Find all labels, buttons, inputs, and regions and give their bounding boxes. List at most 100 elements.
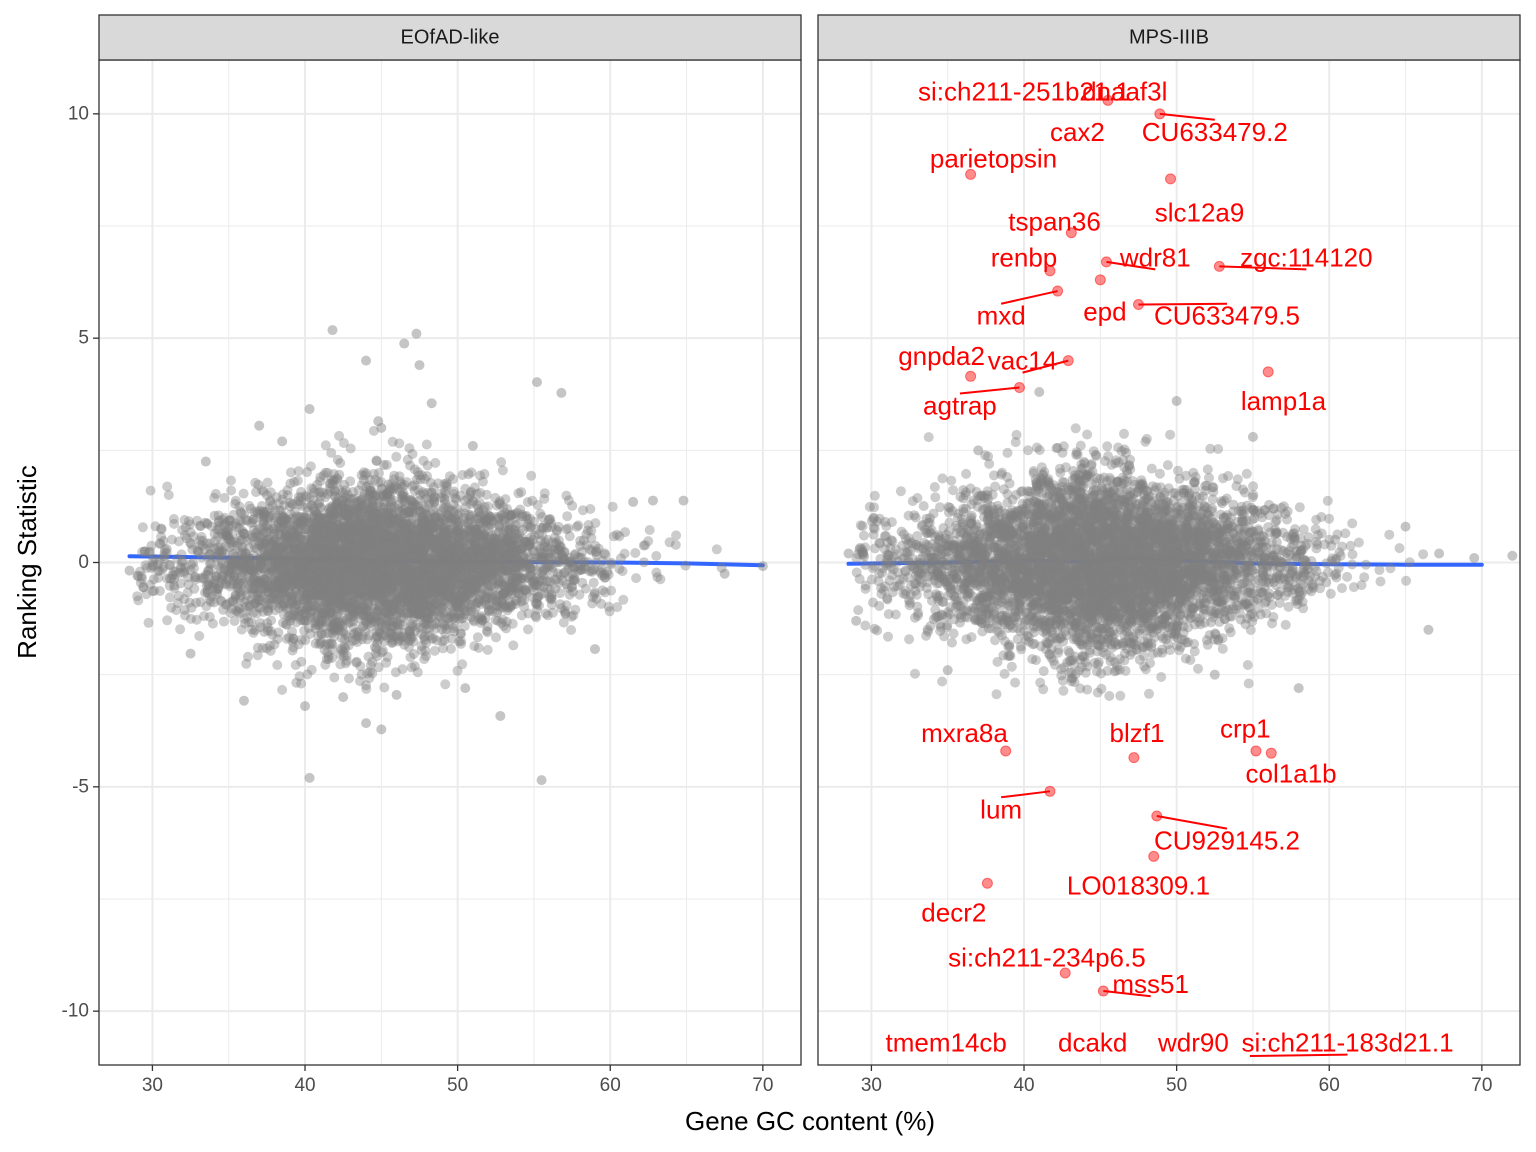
gene-point: [346, 532, 357, 543]
gene-point: [301, 491, 312, 502]
gene-point: [639, 557, 649, 568]
gene-point: [359, 584, 370, 595]
gene-point: [375, 550, 386, 561]
gene-point: [329, 508, 339, 519]
gene-point: [232, 574, 242, 585]
gene-point: [250, 528, 261, 539]
gene-point: [265, 487, 276, 498]
gene-point: [335, 577, 346, 588]
gene-point: [651, 567, 662, 578]
gene-point: [323, 522, 334, 533]
gene-point: [230, 593, 241, 604]
gene-point: [405, 495, 415, 506]
gene-point: [232, 583, 243, 594]
gene-point: [258, 556, 269, 567]
gene-point: [202, 585, 213, 596]
gene-point: [574, 589, 585, 600]
gene-point: [365, 538, 376, 549]
gene-point: [438, 572, 448, 583]
gene-point: [328, 546, 339, 557]
gene-point: [204, 611, 215, 622]
gene-point: [405, 652, 416, 663]
gene-point: [305, 592, 316, 603]
gene-point: [442, 509, 453, 520]
gene-point: [440, 494, 451, 505]
gene-point: [274, 554, 284, 565]
gene-point: [486, 548, 496, 559]
gene-point: [557, 554, 568, 565]
gene-point: [455, 545, 466, 556]
gene-point: [334, 578, 345, 589]
gene-point: [564, 589, 575, 600]
gene-point: [343, 540, 354, 551]
gene-point: [497, 465, 508, 476]
gene-point: [390, 536, 401, 547]
gene-point: [483, 545, 494, 555]
gene-point: [334, 430, 345, 441]
gene-point: [577, 577, 588, 588]
gene-point: [402, 454, 413, 465]
gene-point: [294, 499, 305, 510]
gene-point: [265, 496, 275, 507]
gene-point: [588, 577, 599, 588]
gene-point: [177, 525, 188, 535]
gene-point: [264, 503, 275, 514]
gene-point: [487, 588, 498, 599]
gene-point: [415, 592, 426, 603]
gene-point: [384, 573, 395, 584]
gene-point: [568, 586, 578, 597]
gene-point: [530, 610, 541, 621]
gene-point: [342, 504, 353, 515]
gene-point: [362, 571, 373, 582]
gene-point: [589, 589, 600, 600]
gene-point: [386, 479, 397, 490]
gene-point: [272, 585, 283, 596]
gene-point: [216, 573, 227, 584]
gene-point: [428, 528, 439, 538]
gene-point: [282, 485, 293, 496]
gene-point: [306, 664, 317, 675]
gene-point: [270, 553, 280, 564]
gene-point: [414, 622, 424, 633]
gene-point: [555, 570, 566, 581]
gene-point: [321, 575, 332, 586]
gene-point: [522, 537, 533, 548]
gene-point: [133, 571, 144, 582]
gene-point: [399, 479, 410, 490]
gene-point: [387, 534, 398, 544]
gene-point: [414, 537, 425, 548]
gene-point: [411, 474, 422, 485]
gene-point: [306, 557, 316, 568]
gene-point: [329, 601, 340, 612]
gene-point: [375, 617, 386, 628]
gene-point: [317, 487, 328, 498]
gene-point: [452, 503, 462, 514]
gene-point: [305, 461, 316, 472]
gene-point: [137, 522, 148, 533]
gene-point: [393, 529, 404, 540]
gene-point: [324, 504, 335, 515]
gene-point: [424, 624, 435, 635]
gene-point: [439, 620, 450, 631]
gene-point: [446, 601, 457, 612]
gene-point: [435, 574, 446, 584]
gene-point: [351, 657, 362, 668]
gene-point: [416, 568, 427, 579]
gene-point: [359, 599, 370, 610]
gene-point: [440, 489, 451, 500]
gene-point: [292, 519, 303, 530]
gene-point: [407, 621, 418, 632]
gene-point: [315, 502, 326, 513]
gene-point: [505, 551, 516, 562]
gene-point: [164, 559, 175, 570]
gene-point: [242, 515, 253, 526]
gene-point: [462, 517, 473, 528]
gene-point: [525, 522, 536, 533]
gene-point: [508, 640, 519, 651]
gene-point: [157, 564, 168, 575]
gene-point: [345, 476, 356, 487]
gene-point: [241, 562, 252, 573]
gene-point: [319, 580, 330, 590]
gene-point: [544, 561, 555, 572]
gene-point: [332, 531, 343, 542]
